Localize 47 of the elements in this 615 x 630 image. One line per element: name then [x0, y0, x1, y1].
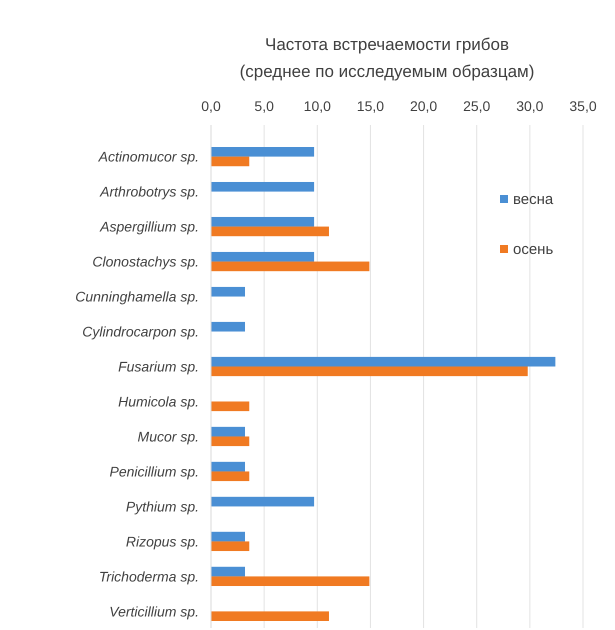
bar	[211, 462, 246, 472]
bar	[211, 182, 314, 192]
y-tick-label: Penicillium sp.	[110, 463, 199, 480]
x-tick-label: 20,0	[410, 98, 438, 114]
legend-label: осень	[513, 241, 554, 258]
x-tick-label: 10,0	[304, 98, 332, 114]
x-tick-label: 25,0	[463, 98, 491, 114]
bar	[211, 566, 246, 576]
bar	[211, 541, 250, 552]
bar	[211, 496, 314, 506]
y-tick-label: Rizopus sp.	[126, 533, 199, 550]
y-tick-label: Aspergillium sp.	[99, 218, 199, 235]
y-tick-label: Cylindrocarpon sp.	[82, 324, 199, 340]
legend-label: весна	[513, 191, 554, 208]
bar	[211, 532, 246, 542]
y-tick-label: Verticillium sp.	[109, 603, 199, 620]
x-tick-label: 5,0	[254, 98, 274, 114]
x-tick-label: 35,0	[569, 98, 597, 114]
y-tick-label: Mucor sp.	[138, 428, 199, 444]
y-tick-label: Actinomucor sp.	[98, 148, 199, 165]
bar	[211, 356, 556, 367]
y-tick-label: Pythium sp.	[126, 498, 199, 514]
x-tick-label: 0,0	[201, 98, 221, 114]
bar	[211, 226, 329, 236]
bar	[211, 576, 370, 586]
bar	[211, 146, 314, 157]
bar	[211, 366, 528, 376]
y-tick-label: Fusarium sp.	[118, 358, 199, 375]
y-tick-label: Clonostachys sp.	[92, 254, 199, 270]
bar	[211, 252, 314, 262]
bar	[211, 156, 250, 166]
bar	[211, 322, 246, 332]
x-tick-label: 30,0	[516, 98, 544, 114]
bar	[211, 401, 250, 412]
bar	[211, 216, 314, 227]
bar	[211, 436, 250, 446]
y-tick-label: Cunninghamella sp.	[75, 288, 199, 305]
y-tick-label: Trichoderma sp.	[98, 568, 199, 584]
x-tick-label: 15,0	[356, 98, 384, 114]
bar	[211, 262, 370, 272]
chart-title: Частота встречаемости грибов (среднее по исследуемым образцам)	[240, 35, 534, 81]
y-tick-label: Arthrobotrys sp.	[99, 184, 199, 200]
bar	[211, 426, 246, 436]
bar	[211, 286, 246, 297]
bar	[211, 611, 329, 622]
y-tick-label: Humicola sp.	[118, 393, 199, 410]
bar	[211, 471, 250, 482]
